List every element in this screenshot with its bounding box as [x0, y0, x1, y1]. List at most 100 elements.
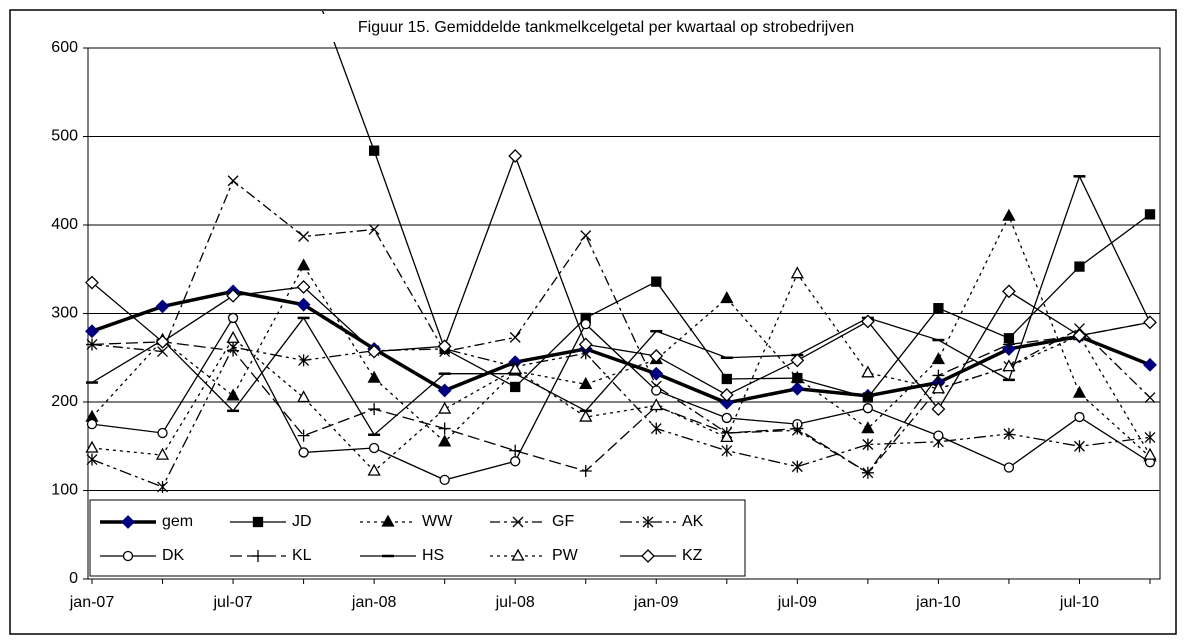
- marker: [580, 318, 591, 330]
- marker: [1002, 338, 1015, 351]
- y-tick-label: 600: [51, 39, 78, 56]
- marker: [508, 149, 523, 163]
- marker: [720, 291, 734, 304]
- marker: [367, 370, 381, 383]
- marker: [650, 422, 662, 435]
- series-line: [91, 346, 1151, 488]
- marker: [157, 346, 168, 358]
- marker: [790, 266, 804, 279]
- marker: [297, 258, 311, 271]
- marker: [721, 444, 733, 457]
- marker: [157, 480, 168, 493]
- marker: [508, 361, 522, 374]
- marker: [790, 370, 804, 383]
- marker: [720, 430, 734, 443]
- marker: [649, 366, 664, 381]
- marker: [721, 373, 732, 385]
- marker: [719, 388, 734, 402]
- marker: [862, 403, 874, 414]
- marker: [790, 381, 805, 396]
- marker: [579, 465, 592, 478]
- marker: [437, 339, 452, 354]
- marker: [122, 550, 134, 562]
- series-line: [91, 272, 1151, 472]
- series-line: [91, 316, 1151, 481]
- marker: [226, 288, 240, 303]
- marker: [509, 331, 521, 343]
- marker: [511, 548, 525, 561]
- marker: [86, 453, 98, 466]
- marker: [649, 349, 664, 363]
- marker: [580, 230, 592, 242]
- marker: [641, 549, 655, 563]
- y-tick-label: 500: [51, 128, 78, 145]
- marker: [651, 385, 662, 396]
- marker: [642, 516, 654, 528]
- x-tick-label: jul-10: [1059, 594, 1099, 611]
- marker: [227, 312, 239, 324]
- marker: [862, 392, 874, 403]
- title-bg: [256, 14, 956, 42]
- marker: [510, 456, 521, 467]
- marker: [861, 466, 874, 479]
- marker: [368, 442, 380, 454]
- marker: [438, 434, 452, 447]
- legend-label: HS: [422, 547, 444, 564]
- marker: [1143, 447, 1157, 460]
- marker: [297, 429, 310, 442]
- x-tick-label: jan-07: [69, 594, 115, 611]
- marker: [252, 550, 264, 562]
- marker: [791, 422, 804, 435]
- series-line: [91, 174, 1151, 436]
- marker: [157, 427, 168, 439]
- x-tick-label: jul-08: [495, 594, 535, 611]
- marker: [367, 344, 382, 359]
- marker: [721, 412, 732, 424]
- legend-label: DK: [162, 547, 185, 564]
- marker: [437, 383, 452, 398]
- marker: [121, 515, 135, 529]
- legend-label: KZ: [682, 547, 703, 564]
- legend-label: PW: [552, 547, 579, 564]
- marker: [579, 376, 593, 389]
- marker: [931, 402, 946, 416]
- legend-box: [89, 499, 746, 577]
- marker: [438, 422, 451, 435]
- marker: [227, 175, 239, 187]
- marker: [1002, 284, 1016, 299]
- marker: [226, 330, 240, 343]
- x-tick-label: jan-09: [633, 594, 679, 611]
- marker: [579, 409, 593, 422]
- marker: [1074, 261, 1085, 272]
- y-tick-label: 300: [51, 305, 78, 322]
- marker: [439, 474, 450, 486]
- legend-label: JD: [292, 513, 312, 530]
- marker: [1003, 462, 1015, 473]
- marker: [1002, 208, 1016, 221]
- marker: [512, 516, 524, 528]
- marker: [438, 401, 452, 414]
- marker: [933, 303, 944, 314]
- marker: [931, 381, 945, 394]
- marker: [85, 440, 99, 453]
- marker: [368, 223, 380, 235]
- marker: [1072, 385, 1087, 398]
- marker: [381, 514, 395, 527]
- marker: [1143, 315, 1157, 330]
- marker: [933, 430, 944, 441]
- y-tick-label: 0: [69, 570, 78, 587]
- marker: [297, 390, 311, 403]
- marker: [509, 444, 522, 457]
- legend-label: KL: [292, 547, 312, 564]
- marker: [1144, 431, 1156, 444]
- marker: [651, 276, 662, 287]
- marker: [155, 299, 170, 314]
- x-tick-label: jul-09: [777, 594, 817, 611]
- marker: [790, 353, 805, 368]
- marker: [85, 275, 99, 290]
- marker: [1074, 440, 1085, 453]
- marker: [649, 398, 663, 411]
- marker: [226, 388, 240, 401]
- marker: [1143, 357, 1157, 372]
